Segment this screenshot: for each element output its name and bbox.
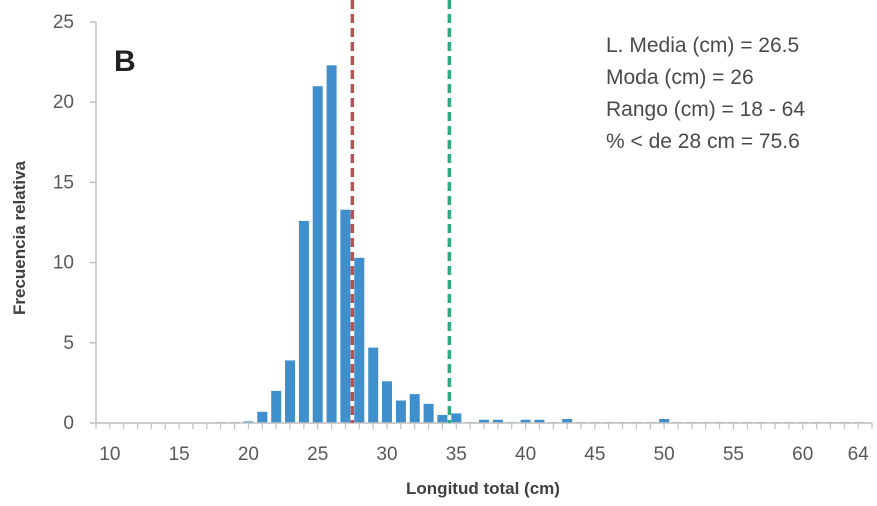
y-tick-label: 0 — [63, 413, 74, 434]
y-tick-label: 20 — [53, 92, 74, 113]
x-tick-label: 35 — [446, 444, 467, 465]
x-tick-label: 45 — [584, 444, 605, 465]
bar — [562, 419, 573, 423]
y-tick-label: 5 — [63, 333, 74, 354]
bar — [479, 419, 489, 423]
y-tick-label: 25 — [53, 12, 74, 33]
bar — [520, 419, 531, 423]
bar — [243, 421, 254, 423]
bar — [659, 419, 670, 423]
x-tick-label: 10 — [99, 444, 120, 465]
stat-mode: Moda (cm) = 26 — [606, 66, 754, 89]
bar — [451, 413, 462, 423]
bar — [271, 390, 282, 423]
bar — [534, 419, 545, 423]
bar — [382, 381, 392, 423]
panel-label: B — [114, 45, 136, 78]
bar — [437, 415, 448, 423]
tick-labels: 0 5 10 15 20 25 10 15 20 25 30 35 40 45 50 55 60 64 — [53, 12, 869, 465]
x-axis-title: Longitud total (cm) — [406, 479, 560, 498]
bar — [354, 257, 365, 423]
axis-layer — [90, 21, 873, 429]
x-tick-label: 50 — [654, 444, 675, 465]
reference-lines — [350, 0, 452, 423]
bar — [423, 403, 434, 423]
x-tick-label: 25 — [307, 444, 328, 465]
bar — [395, 400, 406, 423]
x-tick-label: 20 — [238, 444, 259, 465]
bar — [368, 347, 379, 423]
bar — [298, 220, 309, 423]
bar — [285, 360, 295, 423]
x-tick-label: 64 — [848, 444, 870, 465]
bar — [340, 209, 351, 423]
y-axis-title: Frecuencia relativa — [10, 160, 29, 315]
x-tick-label: 55 — [723, 444, 744, 465]
x-tick-label: 30 — [376, 444, 397, 465]
x-tick-label: 15 — [169, 444, 190, 465]
stat-range: Rango (cm) = 18 - 64 — [606, 98, 805, 121]
y-tick-label: 15 — [53, 172, 74, 193]
bar — [409, 394, 420, 423]
bar — [312, 86, 323, 423]
stat-percent-below: % < de 28 cm = 75.6 — [606, 130, 800, 153]
y-tick-label: 10 — [53, 253, 74, 274]
x-tick-label: 40 — [515, 444, 536, 465]
x-tick-label: 60 — [792, 444, 813, 465]
bar — [492, 419, 503, 423]
bar — [326, 65, 337, 424]
stat-mean: L. Media (cm) = 26.5 — [606, 34, 799, 57]
bar — [257, 411, 268, 423]
